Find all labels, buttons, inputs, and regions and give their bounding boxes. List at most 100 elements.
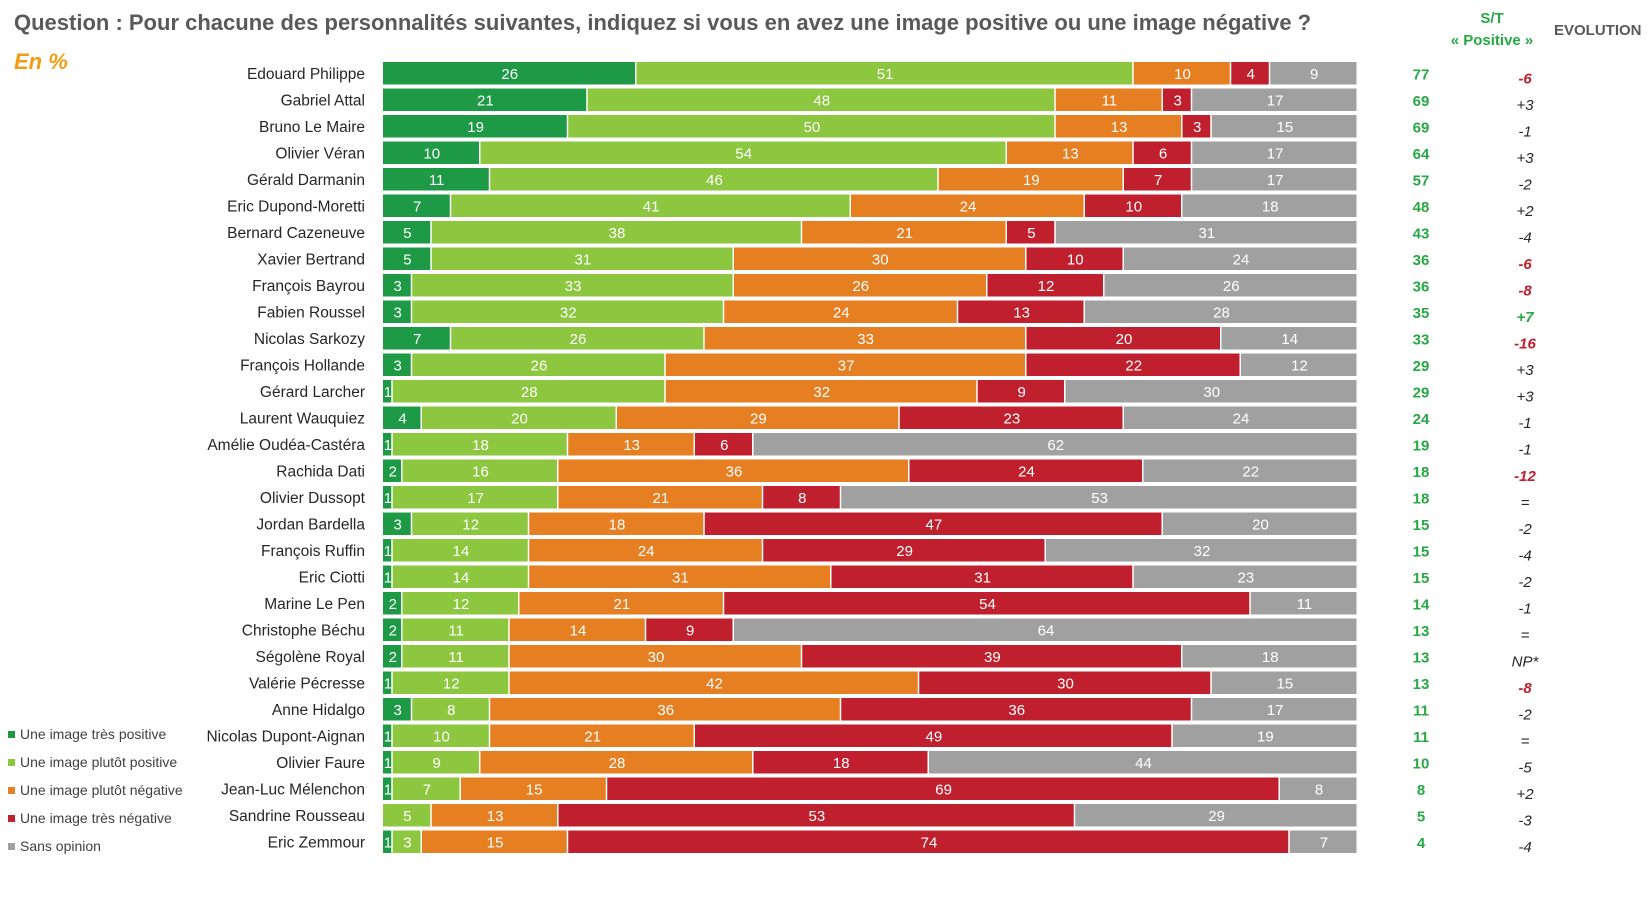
bar-segment-very-positive: [383, 194, 450, 217]
bar-segment-very-negative: [977, 380, 1064, 403]
bar-segment-no-opinion: [1250, 592, 1357, 615]
data-label: 9: [686, 622, 694, 639]
data-label: 37: [838, 357, 855, 374]
bar-segment-very-negative: [899, 406, 1123, 429]
bar-segment-very-positive: [383, 380, 392, 403]
data-label: 13: [487, 808, 504, 825]
bar-segment-very-positive: [383, 115, 567, 138]
st-positive-value: 29: [1413, 358, 1430, 375]
data-label: 21: [584, 728, 601, 745]
data-label: 18: [472, 437, 489, 454]
data-label: 64: [1038, 622, 1055, 639]
data-label: 16: [472, 463, 489, 480]
bar-segment-very-positive: [383, 433, 392, 456]
bar-segment-very-negative: [919, 671, 1211, 694]
evolution-value: -8: [1518, 680, 1532, 697]
category-label: Eric Dupond-Moretti: [227, 198, 365, 215]
bar-segment-rather-positive: [636, 62, 1133, 85]
data-label: 2: [389, 622, 397, 639]
data-label: 17: [1267, 702, 1284, 719]
bar-segment-rather-negative: [461, 777, 606, 800]
bar-segment-very-negative: [909, 459, 1142, 482]
legend-swatch-very-positive: [8, 730, 15, 738]
data-label: 24: [960, 198, 977, 215]
data-label: 20: [1252, 516, 1269, 533]
bar-segment-very-negative: [568, 830, 1289, 853]
bar-segment-no-opinion: [1085, 300, 1357, 323]
legend: Une image très positive Une image plutôt…: [8, 720, 183, 860]
data-label: 53: [809, 808, 826, 825]
bar-segment-rather-positive: [392, 751, 479, 774]
data-label: 12: [1038, 278, 1055, 295]
bar-segment-very-positive: [383, 724, 392, 747]
bar-segment-rather-negative: [665, 380, 977, 403]
bar-segment-very-negative: [558, 804, 1074, 827]
data-label: 10: [1125, 198, 1142, 215]
bar-segment-rather-negative: [1055, 115, 1181, 138]
data-label: 12: [462, 516, 479, 533]
data-label: 6: [720, 437, 728, 454]
st-positive-value: 77: [1413, 66, 1430, 83]
data-label: 50: [804, 119, 821, 136]
bar-segment-no-opinion: [1280, 777, 1357, 800]
bar-segment-very-positive: [383, 274, 411, 297]
bar-segment-rather-positive: [451, 327, 704, 350]
evolution-value: =: [1521, 494, 1530, 511]
data-label: 24: [638, 543, 655, 560]
bar-segment-no-opinion: [734, 618, 1357, 641]
evolution-value: -1: [1518, 415, 1531, 432]
bar-segment-no-opinion: [1075, 804, 1357, 827]
data-label: 18: [1262, 198, 1279, 215]
data-label: 23: [1238, 569, 1255, 586]
bar-segment-rather-negative: [734, 274, 986, 297]
data-label: 17: [1267, 172, 1284, 189]
evolution-value: -1: [1518, 441, 1531, 458]
bar-segment-rather-positive: [392, 433, 567, 456]
bar-segment-very-positive: [383, 751, 392, 774]
category-label: Jean-Luc Mélenchon: [221, 781, 365, 798]
data-label: 11: [1297, 596, 1313, 613]
unit-label: En %: [14, 49, 68, 74]
data-label: 7: [1320, 834, 1328, 851]
data-label: 28: [521, 384, 538, 401]
category-label: Olivier Dussopt: [260, 490, 366, 507]
bar-segment-rather-positive: [431, 247, 733, 270]
data-label: 19: [1257, 728, 1274, 745]
evolution-value: =: [1521, 627, 1530, 644]
data-label: 7: [1154, 172, 1162, 189]
bar-segment-no-opinion: [1211, 671, 1357, 694]
st-positive-value: 5: [1417, 808, 1425, 825]
bar-segment-very-negative: [695, 724, 1172, 747]
legend-swatch-rather-positive: [8, 758, 15, 766]
bar-segment-no-opinion: [1221, 327, 1357, 350]
category-label: Ségolène Royal: [256, 649, 365, 666]
st-positive-value: 15: [1413, 543, 1430, 560]
evolution-value: -1: [1518, 600, 1531, 617]
category-label: Bruno Le Maire: [259, 119, 365, 136]
data-label: 9: [432, 755, 440, 772]
data-label: 11: [448, 649, 464, 666]
evolution-value: -4: [1518, 547, 1531, 564]
data-label: 5: [1027, 225, 1035, 242]
bar-segment-no-opinion: [929, 751, 1357, 774]
category-label: Amélie Oudéa-Castéra: [207, 437, 365, 454]
data-label: 23: [1004, 410, 1021, 427]
data-label: 2: [389, 596, 397, 613]
bar-segment-very-negative: [695, 433, 752, 456]
bar-segment-rather-positive: [412, 300, 723, 323]
evolution-value: -2: [1518, 176, 1532, 193]
data-label: 15: [1277, 119, 1294, 136]
data-label: 1: [384, 490, 392, 507]
data-label: 69: [935, 781, 952, 798]
category-label: Olivier Faure: [276, 755, 365, 772]
data-label: 36: [657, 702, 674, 719]
bar-segment-rather-negative: [490, 698, 840, 721]
legend-item: Une image très négative: [8, 804, 183, 832]
st-positive-value: 8: [1417, 782, 1425, 799]
bar-segment-rather-negative: [1133, 62, 1230, 85]
bar-segment-very-positive: [383, 62, 635, 85]
data-label: 31: [672, 569, 689, 586]
data-label: 1: [384, 384, 392, 401]
bar-segment-rather-negative: [490, 724, 694, 747]
bar-segment-rather-negative: [509, 671, 918, 694]
